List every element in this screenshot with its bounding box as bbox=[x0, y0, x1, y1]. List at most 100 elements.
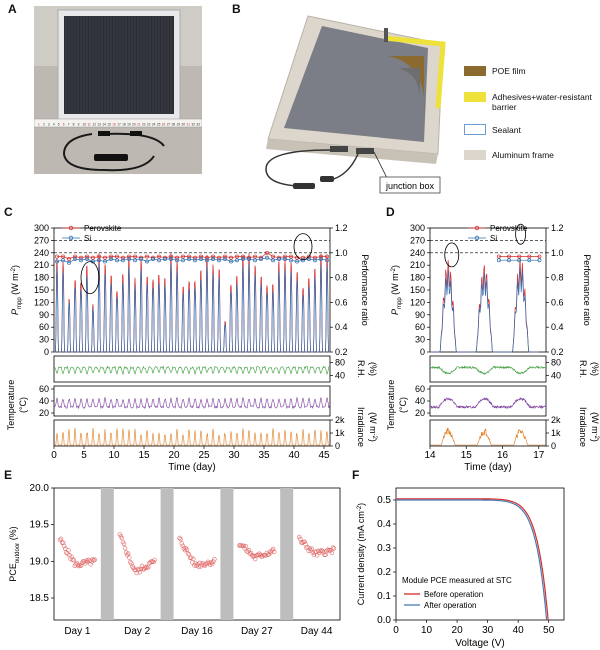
pce-point bbox=[62, 543, 67, 549]
temp-tick-label: 60 bbox=[415, 384, 425, 394]
si-ratio-point bbox=[133, 258, 137, 263]
si-ratio-point bbox=[175, 258, 179, 263]
pce-point bbox=[302, 539, 307, 545]
perovskite-ratio-point bbox=[145, 254, 149, 259]
chart-c: 03060901201501802102402703000.20.40.60.8… bbox=[6, 223, 378, 472]
rh-tick-label: 80 bbox=[551, 358, 561, 368]
irradiance-series bbox=[54, 427, 330, 446]
rh-unit: (%) bbox=[590, 362, 600, 376]
irr-tick-label: 2k bbox=[551, 415, 561, 425]
pce-point bbox=[178, 536, 183, 542]
perovskite-ratio-point bbox=[253, 254, 257, 259]
perovskite-ratio-point bbox=[133, 254, 137, 259]
perovskite-ratio-point bbox=[241, 254, 245, 259]
y2-tick-label: 0.2 bbox=[335, 347, 348, 357]
si-ratio-point bbox=[277, 257, 281, 261]
irr-tick-label: 0 bbox=[551, 441, 556, 451]
y-tick-label: 180 bbox=[410, 273, 425, 283]
perovskite-ratio-point bbox=[527, 254, 532, 259]
si-ratio-point bbox=[145, 259, 149, 264]
perovskite-ratio-point bbox=[313, 255, 317, 260]
rh-unit: (%) bbox=[368, 362, 378, 376]
y2-axis-label: Performance ratio bbox=[582, 254, 592, 326]
x-axis-label: Time (day) bbox=[168, 462, 215, 472]
perovskite-power-series bbox=[54, 252, 330, 353]
pce-point bbox=[243, 543, 248, 549]
temperature-series bbox=[53, 396, 331, 410]
pce-point bbox=[121, 541, 127, 546]
si-ratio-point bbox=[151, 257, 155, 261]
perovskite-power-series bbox=[430, 257, 539, 353]
pce-point bbox=[241, 543, 246, 548]
ruler-number: 28 bbox=[172, 123, 176, 127]
si-ratio-point bbox=[507, 258, 511, 263]
x-tick-label: 0 bbox=[51, 450, 57, 461]
pce-point bbox=[139, 563, 145, 569]
perovskite-ratio-point bbox=[157, 254, 161, 259]
y-tick-label: 0 bbox=[44, 347, 49, 357]
si-ratio-point bbox=[199, 257, 203, 261]
irradiance-unit: (W m-2) bbox=[368, 412, 378, 442]
y-tick-label: 120 bbox=[410, 297, 425, 307]
perovskite-ratio-point bbox=[127, 254, 131, 259]
temperature-unit: (°C) bbox=[398, 397, 408, 413]
y-axis-label: PCEoutdoor (%) bbox=[8, 526, 21, 581]
pce-point bbox=[88, 562, 93, 567]
stc-annotation: Module PCE measured at STC bbox=[402, 576, 512, 585]
legend-si: Si bbox=[84, 234, 91, 243]
x-tick-label: 45 bbox=[318, 450, 330, 461]
pce-point bbox=[122, 545, 128, 551]
highlight-ellipse bbox=[293, 233, 313, 260]
si-ratio-point bbox=[169, 257, 173, 261]
night-gap-bar bbox=[280, 488, 294, 620]
irr-tick-label: 1k bbox=[551, 428, 561, 438]
si-ratio-point bbox=[235, 258, 239, 263]
legend-barrier: Adhesives+water-resistant barrier bbox=[464, 92, 592, 112]
y-tick-label: 300 bbox=[410, 223, 425, 233]
si-ratio-point bbox=[121, 258, 125, 263]
pce-point bbox=[129, 561, 134, 566]
mc4-plug bbox=[94, 154, 128, 161]
y2-axis-label: Performance ratio bbox=[360, 254, 370, 326]
rh-series bbox=[53, 365, 331, 376]
highlight-ellipse bbox=[515, 223, 527, 245]
panel-letter-d: D bbox=[386, 205, 395, 219]
y-axis-label: Current density (mA cm-2) bbox=[356, 503, 366, 605]
pce-point bbox=[66, 548, 71, 553]
connector-1 bbox=[98, 131, 110, 136]
si-ratio-point bbox=[283, 257, 287, 261]
pce-point bbox=[249, 553, 255, 558]
si-ratio-point bbox=[109, 257, 113, 261]
junction-box-1 bbox=[330, 146, 348, 152]
y-tick-label: 0.4 bbox=[377, 519, 391, 530]
perovskite-ratio-point bbox=[109, 254, 113, 259]
barrier-shape bbox=[383, 35, 446, 109]
pce-point bbox=[76, 563, 82, 569]
si-power-series bbox=[54, 263, 330, 353]
x-tick-label: 15 bbox=[461, 450, 473, 461]
x-tick-label: 10 bbox=[108, 450, 120, 461]
after-operation-curve bbox=[396, 499, 548, 621]
y2-tick-label: 0.4 bbox=[335, 322, 348, 332]
pce-point bbox=[133, 567, 138, 573]
si-power-series bbox=[430, 266, 539, 353]
perovskite-ratio-point bbox=[247, 255, 251, 260]
pce-point bbox=[257, 551, 262, 556]
y-tick-label: 90 bbox=[415, 310, 425, 320]
ruler-number: 25 bbox=[157, 123, 161, 127]
si-ratio-point bbox=[527, 258, 532, 263]
ruler-number: 16 bbox=[112, 123, 116, 127]
pce-point bbox=[329, 550, 335, 556]
ruler-number: 18 bbox=[122, 123, 126, 127]
perovskite-ratio-point bbox=[193, 255, 197, 260]
legend-barrier-label: Adhesives+water-resistant barrier bbox=[492, 92, 592, 112]
chart-d: 03060901201501802102402703000.20.40.60.8… bbox=[386, 223, 600, 472]
pce-point bbox=[128, 559, 133, 565]
pce-point bbox=[248, 550, 254, 556]
y-tick-label: 19.5 bbox=[30, 520, 50, 531]
si-ratio-point bbox=[103, 259, 107, 264]
category-label: Day 27 bbox=[241, 626, 273, 637]
ruler-number: 5 bbox=[58, 123, 60, 127]
pce-point bbox=[315, 548, 321, 554]
temp-tick-label: 60 bbox=[39, 384, 49, 394]
